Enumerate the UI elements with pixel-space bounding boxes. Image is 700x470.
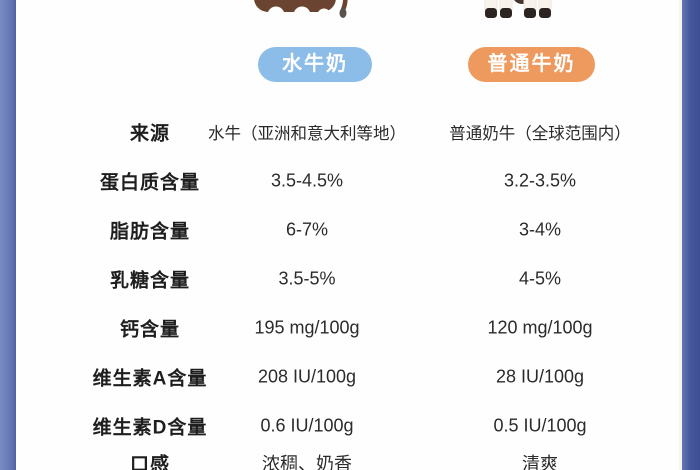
row-label: 乳糖含量 (109, 270, 191, 291)
regular-milk-value: 28 IU/100g (495, 366, 585, 386)
buffalo-milk-value: 6-7% (285, 219, 329, 239)
regular-milk-value: 4-5% (518, 268, 562, 288)
table-row-taste: 口感 浓稠、奶香 清爽 (0, 438, 700, 470)
table-row-fat: 脂肪含量 6-7% 3-4% (0, 205, 700, 254)
row-label: 维生素D含量 (92, 417, 208, 438)
table-row-source: 来源 水牛（亚洲和意大利等地） 普通奶牛（全球范围内） (0, 107, 700, 156)
buffalo-milk-value: 0.6 IU/100g (260, 415, 354, 435)
row-label: 蛋白质含量 (99, 172, 201, 193)
regular-milk-value: 普通奶牛（全球范围内） (449, 124, 631, 143)
regular-milk-value: 清爽 (522, 453, 558, 470)
regular-milk-value: 3.2-3.5% (503, 170, 577, 190)
buffalo-illustration-icon (252, 0, 352, 31)
right-border-strip (679, 0, 700, 470)
table-row-protein: 蛋白质含量 3.5-4.5% 3.2-3.5% (0, 156, 700, 205)
table-row-vitamin-d: 维生素D含量 0.6 IU/100g 0.5 IU/100g (0, 401, 700, 450)
buffalo-milk-value: 195 mg/100g (254, 317, 360, 337)
table-row-calcium: 钙含量 195 mg/100g 120 mg/100g (0, 303, 700, 352)
table-row-vitamin-a: 维生素A含量 208 IU/100g 28 IU/100g (0, 352, 700, 401)
buffalo-milk-value: 3.5-5% (278, 268, 336, 288)
buffalo-milk-value: 208 IU/100g (257, 366, 357, 386)
left-border-strip (0, 0, 16, 470)
row-label: 钙含量 (119, 319, 181, 340)
row-label: 口感 (129, 454, 171, 470)
row-label: 脂肪含量 (109, 221, 191, 242)
comparison-table: 来源 水牛（亚洲和意大利等地） 普通奶牛（全球范围内） 蛋白质含量 3.5-4.… (0, 107, 700, 470)
table-row-lactose: 乳糖含量 3.5-5% 4-5% (0, 254, 700, 303)
row-label: 维生素A含量 (92, 368, 208, 389)
buffalo-milk-value: 3.5-4.5% (270, 170, 344, 190)
buffalo-milk-badge: 水牛奶 (258, 47, 372, 82)
regular-milk-value: 3-4% (518, 219, 562, 239)
row-label: 来源 (129, 123, 171, 144)
regular-milk-badge: 普通牛奶 (468, 47, 595, 82)
regular-milk-value: 120 mg/100g (487, 317, 593, 337)
regular-milk-value: 0.5 IU/100g (493, 415, 587, 435)
dairy-cow-illustration-icon (478, 0, 573, 27)
buffalo-milk-value: 浓稠、奶香 (262, 453, 352, 470)
buffalo-milk-value: 水牛（亚洲和意大利等地） (208, 124, 406, 143)
